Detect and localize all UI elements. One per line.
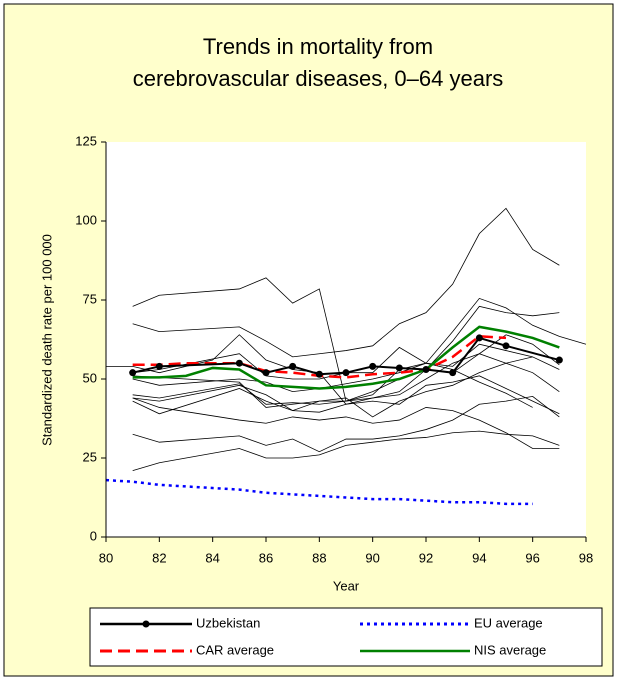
y-axis-label: Standardized death rate per 100 000 xyxy=(39,234,54,446)
marker xyxy=(555,356,563,364)
country-line xyxy=(132,343,533,380)
x-tick-label: 84 xyxy=(205,550,219,565)
marker xyxy=(369,362,377,370)
marker xyxy=(475,334,483,342)
y-tick-label: 0 xyxy=(90,528,97,543)
country-line xyxy=(132,334,560,412)
country-line xyxy=(132,430,560,472)
marker xyxy=(449,369,457,377)
country-line xyxy=(132,356,560,418)
marker xyxy=(342,369,350,377)
x-tick-label: 90 xyxy=(365,550,379,565)
country-line xyxy=(132,362,533,408)
legend-label: EU average xyxy=(474,615,543,630)
x-tick-label: 88 xyxy=(312,550,326,565)
x-tick-label: 86 xyxy=(259,550,273,565)
x-tick-label: 96 xyxy=(525,550,539,565)
legend-label: Uzbekistan xyxy=(196,615,260,630)
marker xyxy=(502,342,510,350)
country-line xyxy=(132,375,560,415)
marker xyxy=(289,362,297,370)
x-tick-label: 80 xyxy=(99,550,113,565)
plot-area xyxy=(106,142,586,537)
legend-label: NIS average xyxy=(474,642,546,657)
legend-marker xyxy=(142,620,150,628)
x-axis-label: Year xyxy=(333,578,360,593)
series-line xyxy=(132,325,560,390)
x-tick-label: 98 xyxy=(579,550,593,565)
marker xyxy=(422,366,430,374)
x-tick-label: 92 xyxy=(419,550,433,565)
marker xyxy=(235,359,243,367)
y-tick-label: 100 xyxy=(75,212,97,227)
legend-box xyxy=(89,607,603,667)
country-line xyxy=(132,395,560,453)
marker xyxy=(155,362,163,370)
y-tick-label: 125 xyxy=(75,133,97,148)
y-tick-label: 25 xyxy=(83,449,97,464)
y-tick-label: 75 xyxy=(83,291,97,306)
chart-title: cerebrovascular diseases, 0–64 years xyxy=(133,66,504,91)
legend-label: CAR average xyxy=(196,642,274,657)
marker xyxy=(129,369,137,377)
marker xyxy=(315,370,323,378)
marker xyxy=(395,364,403,372)
marker xyxy=(262,369,270,377)
y-tick-label: 50 xyxy=(83,370,97,385)
x-tick-label: 82 xyxy=(152,550,166,565)
series-line xyxy=(132,336,560,376)
series-line xyxy=(105,478,533,506)
x-tick-label: 94 xyxy=(472,550,486,565)
country-line xyxy=(132,397,560,449)
country-line xyxy=(132,207,560,358)
chart-title: Trends in mortality from xyxy=(203,34,433,59)
